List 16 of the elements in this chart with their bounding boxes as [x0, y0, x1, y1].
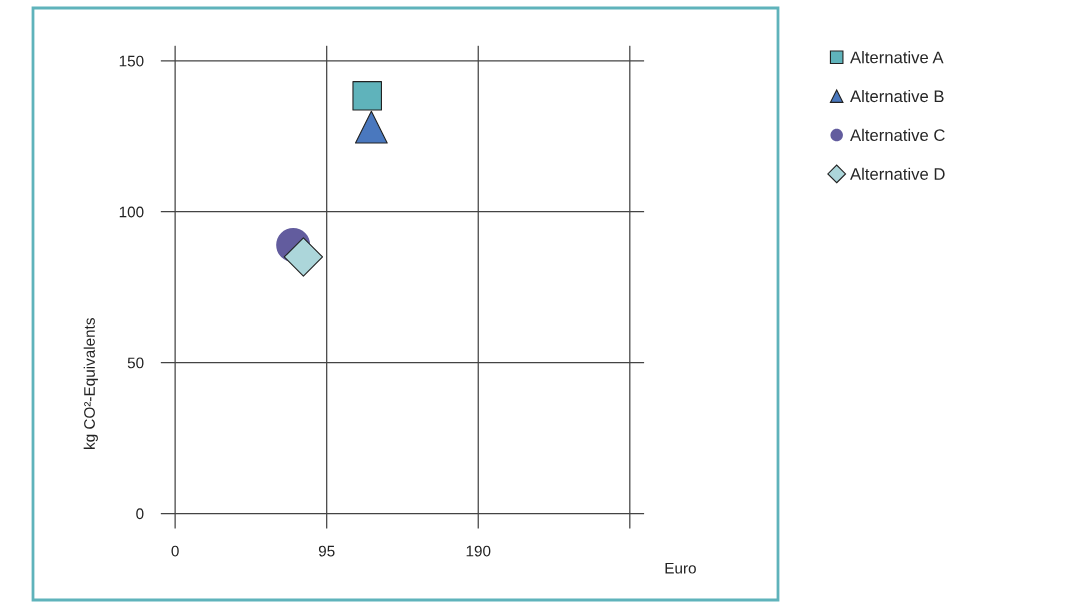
y-axis-title: kg CO²-Equivalents: [83, 318, 98, 449]
y-tick-label: 100: [119, 206, 144, 218]
point: [283, 237, 324, 277]
legend-label: Alternative D: [850, 167, 945, 180]
point: [352, 81, 382, 111]
legend-label: Alternative C: [850, 128, 945, 142]
y-tick-label: 150: [119, 55, 144, 67]
x-tick-label: 95: [318, 545, 335, 557]
x-tick-label: 0: [171, 545, 179, 557]
legend-label: Alternative B: [850, 89, 944, 103]
y-tick-label: 50: [127, 357, 144, 369]
legend-label: Alternative A: [850, 51, 944, 64]
y-tick-label: 0: [136, 508, 144, 520]
x-tick-label: 190: [466, 545, 491, 557]
point: [354, 110, 388, 144]
x-axis-title: Euro: [665, 562, 696, 574]
